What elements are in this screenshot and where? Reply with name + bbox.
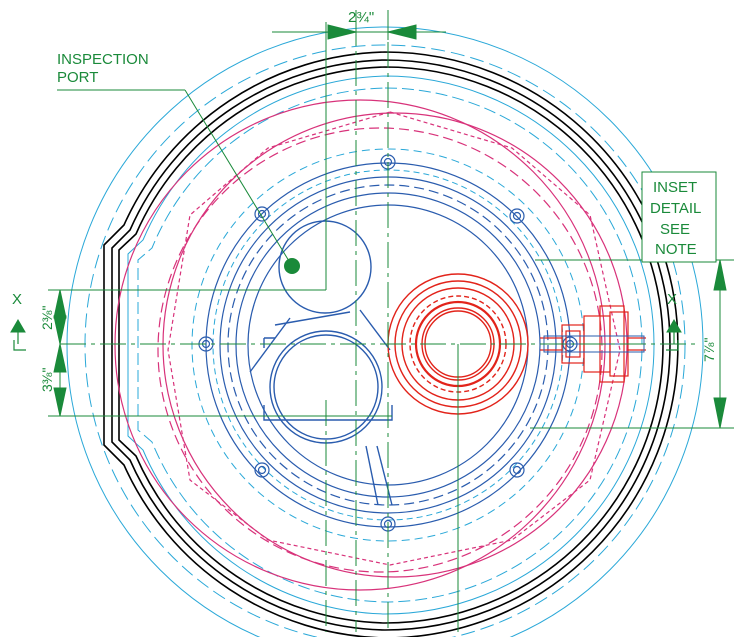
leader-line [184, 89, 293, 267]
section-marker-left [10, 319, 26, 351]
bolts [198, 154, 578, 532]
magenta-rings [114, 99, 628, 591]
section-label-right: X [667, 291, 677, 308]
outer-cyan-rings [66, 26, 704, 637]
housing-cyan-inner [127, 75, 655, 615]
top-dimension [272, 10, 446, 40]
dim-right-height: 7⅞" [701, 338, 717, 362]
dim-upper-left: 2⅜" [39, 306, 55, 330]
center-lines [60, 20, 700, 632]
left-dimensions [48, 289, 392, 417]
inspection-port-circle [278, 220, 372, 314]
openings [249, 220, 393, 506]
section-label-left: X [12, 291, 22, 308]
lower-opening-circle [269, 330, 383, 444]
leader-dot [284, 258, 300, 274]
housing-outline [103, 51, 679, 637]
bolt [509, 462, 525, 478]
inset-note-line: NOTE [655, 241, 697, 258]
inset-note-box [641, 171, 717, 263]
section-marker-right [666, 319, 682, 351]
inset-note-line: INSET [653, 179, 697, 196]
inspection-port-label-2: PORT [57, 69, 98, 86]
inset-note-line: SEE [660, 221, 690, 238]
dim-top-width: 2¾" [348, 9, 374, 26]
inset-note-line: DETAIL [650, 200, 701, 217]
inspection-port-label: INSPECTION [57, 51, 149, 68]
dim-lower-left: 3⅜" [39, 368, 55, 392]
bolt [254, 462, 270, 478]
bolt [509, 208, 525, 224]
